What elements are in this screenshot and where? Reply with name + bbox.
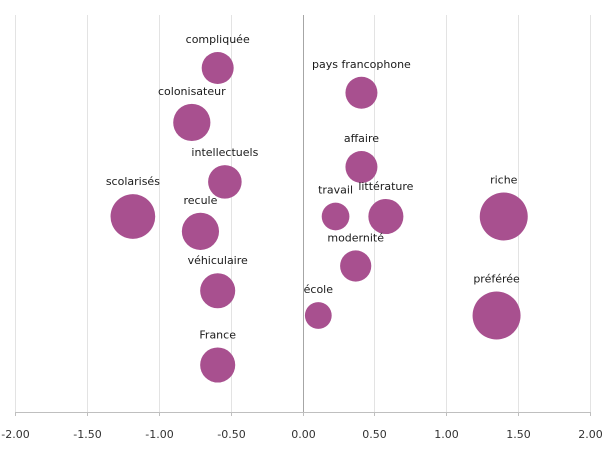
bubble	[200, 347, 236, 383]
bubble-label: littérature	[358, 180, 413, 193]
x-axis: -2.00 -1.50 -1.00 -0.50 0.00 0.50 1.00 1.50 2.00	[1, 412, 603, 441]
x-tick-label: -0.50	[217, 428, 245, 441]
bubble	[173, 103, 211, 142]
bubble-labels: compliquée pays francophone colonisateur af…	[106, 33, 520, 341]
bubble	[208, 165, 242, 199]
bubble-label: colonisateur	[158, 85, 226, 98]
bubble	[110, 194, 156, 239]
x-tick-label: -1.50	[73, 428, 101, 441]
bubble	[340, 250, 372, 282]
bubble-label: intellectuels	[191, 146, 258, 159]
bubble-label: véhiculaire	[188, 254, 248, 267]
x-tick-label: 0.00	[291, 428, 316, 441]
bubble	[321, 202, 350, 231]
bubble-label: riche	[490, 174, 518, 187]
bubble-label: scolarisés	[106, 175, 160, 188]
bubble-label: compliquée	[186, 33, 250, 46]
bubble-label: préférée	[473, 273, 520, 286]
bubble	[304, 302, 332, 329]
bubble-label: affaire	[344, 132, 379, 145]
x-tick-label: -1.00	[145, 428, 173, 441]
bubble-label: pays francophone	[312, 58, 411, 71]
x-tick-label: 2.00	[578, 428, 603, 441]
bubble	[181, 212, 220, 250]
bubble	[479, 192, 528, 241]
x-tick-label: 1.00	[434, 428, 459, 441]
bubble	[472, 291, 521, 340]
bubbles	[110, 52, 528, 383]
bubble	[345, 151, 378, 183]
bubble-label: recule	[183, 194, 217, 207]
bubble	[200, 273, 236, 309]
bubble-label: travail	[318, 184, 353, 197]
bubble-label: modernité	[327, 231, 384, 244]
bubble	[368, 198, 404, 235]
x-tick-label: 0.50	[362, 428, 387, 441]
bubble-label: école	[304, 283, 334, 296]
x-tick-label: 1.50	[506, 428, 531, 441]
x-tick-label: -2.00	[1, 428, 29, 441]
bubble	[201, 52, 234, 84]
bubble	[345, 76, 378, 109]
bubble-label: France	[199, 328, 236, 341]
